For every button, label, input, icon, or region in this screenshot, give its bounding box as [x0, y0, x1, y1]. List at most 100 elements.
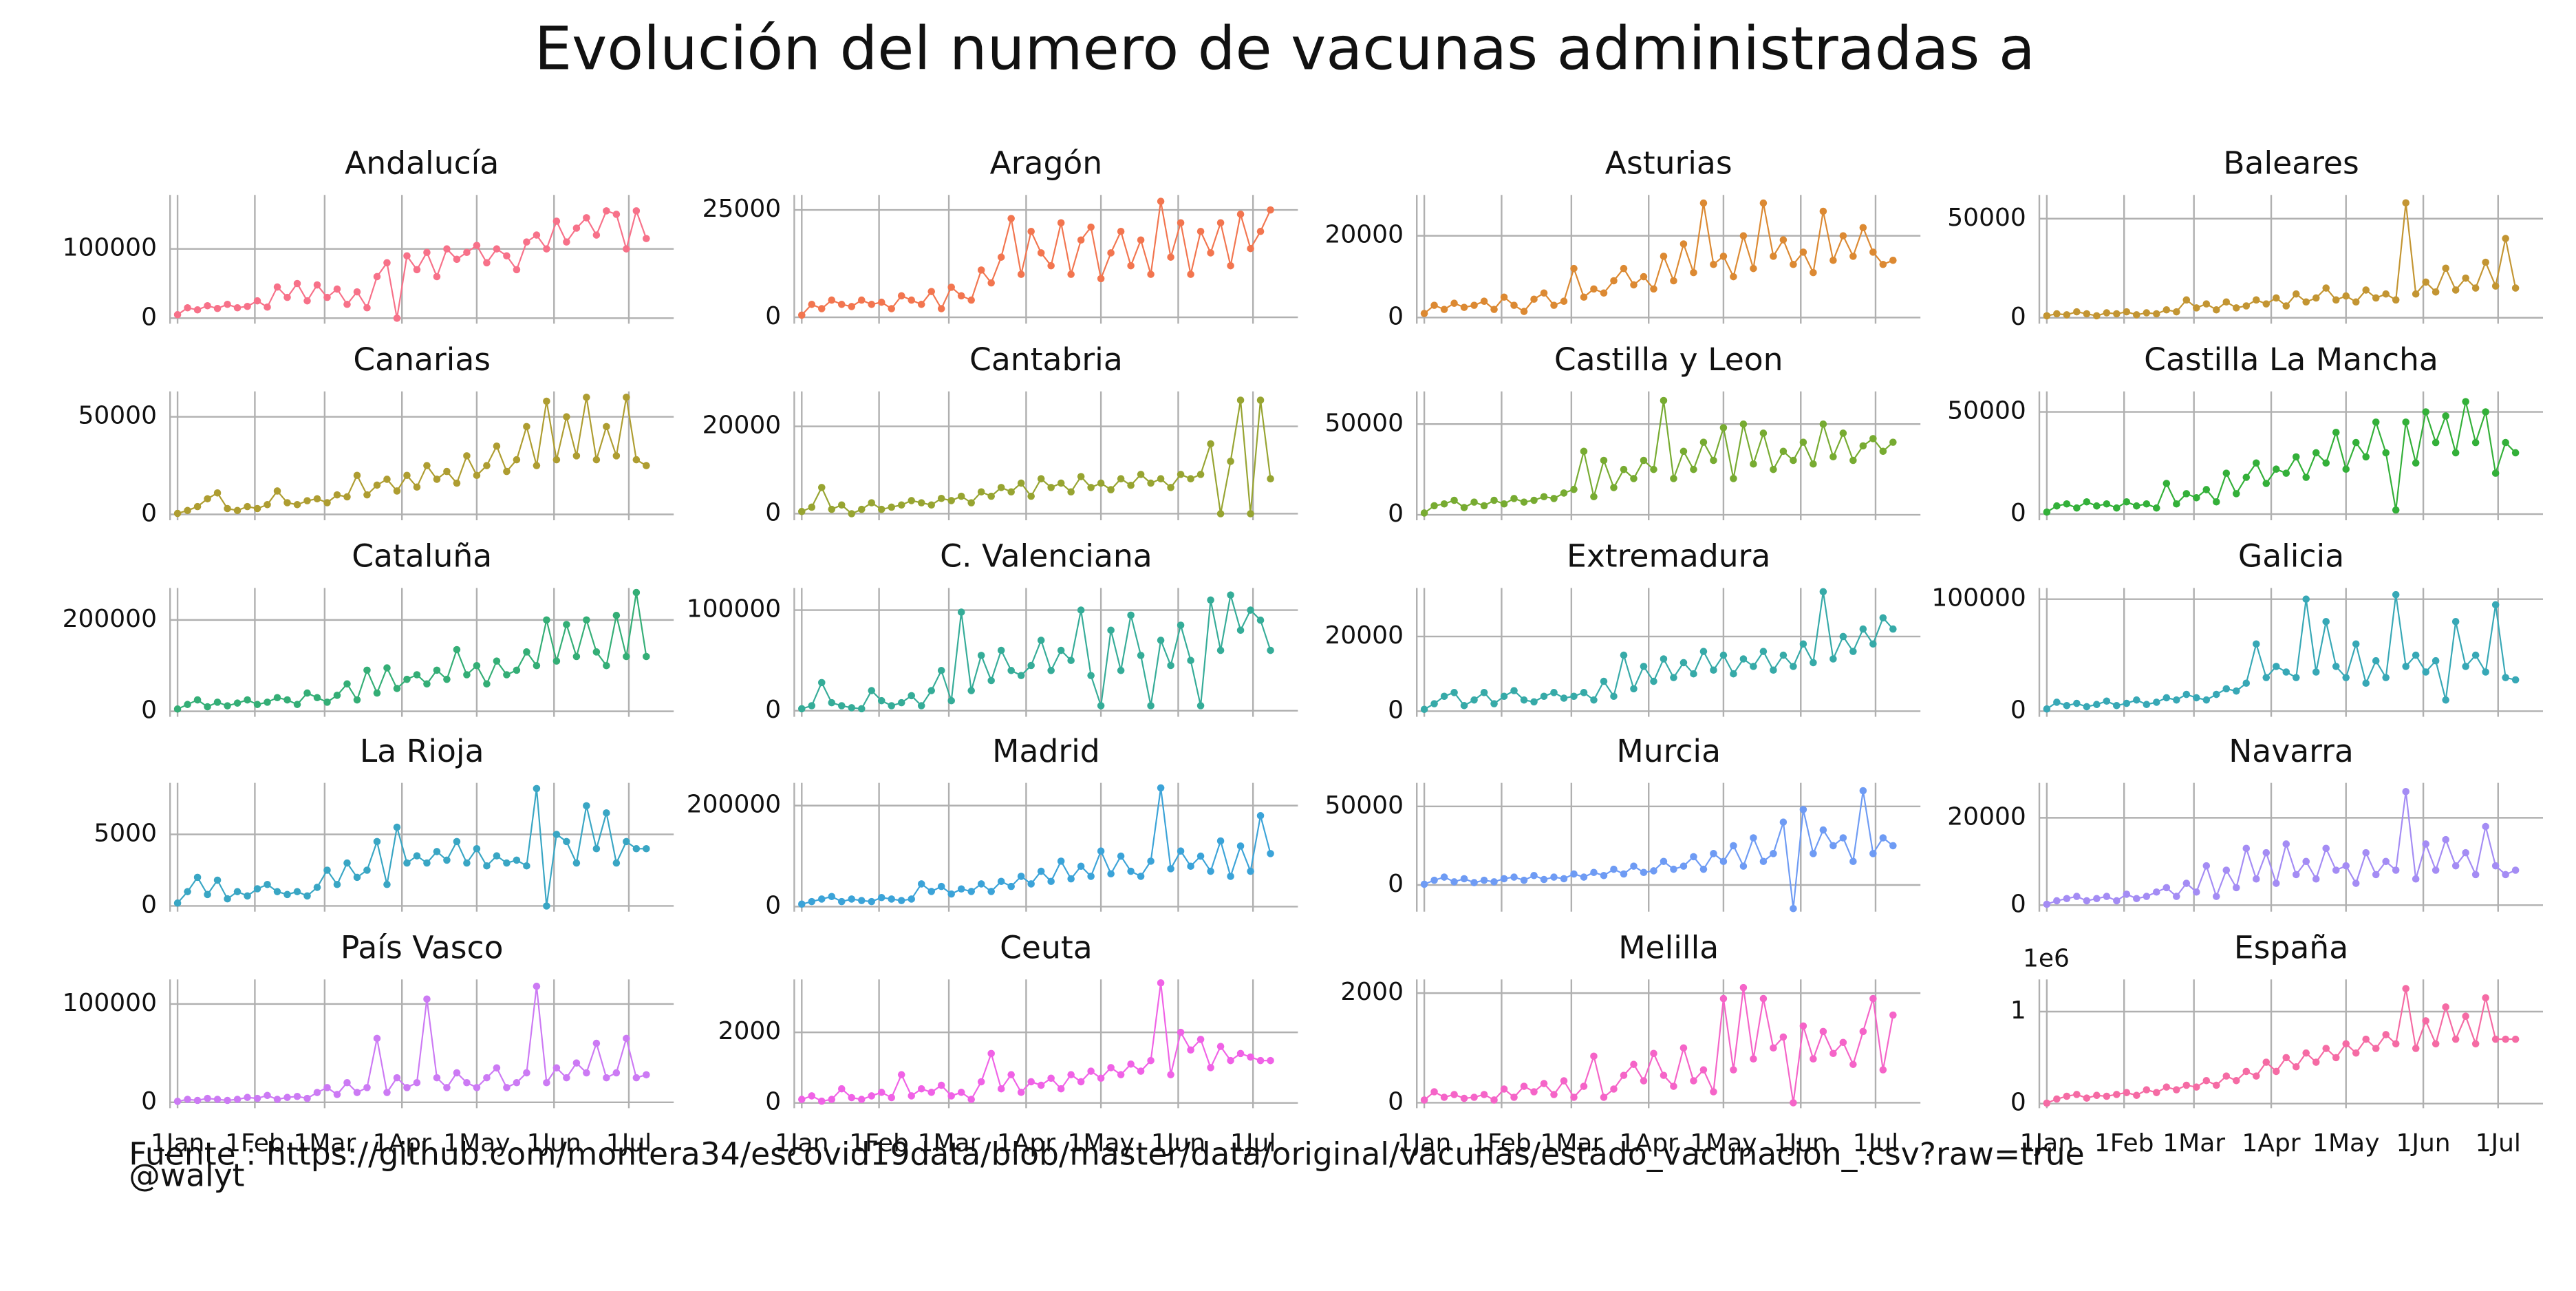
data-point: [1889, 257, 1897, 264]
x-tick-label: 1Jan: [1397, 1129, 1451, 1157]
data-point: [1810, 659, 1817, 667]
data-point: [1027, 880, 1035, 888]
data-point: [244, 1093, 251, 1101]
data-point: [1610, 692, 1618, 701]
data-point: [184, 888, 191, 895]
data-point: [2083, 897, 2091, 905]
series-line: [1424, 591, 1894, 710]
y-tick-label: 100000: [63, 989, 157, 1017]
x-tick-label: 1Feb: [1472, 1129, 1532, 1157]
data-point: [1147, 1056, 1155, 1065]
data-point: [1839, 429, 1847, 437]
data-point: [523, 648, 530, 656]
data-point: [2232, 1077, 2240, 1085]
data-point: [2442, 835, 2449, 844]
data-point: [2182, 879, 2191, 887]
data-point: [2422, 668, 2429, 676]
panel-title: Asturias: [1605, 145, 1732, 182]
data-point: [1730, 475, 1737, 482]
data-point: [2242, 302, 2251, 310]
y-tick-label: 50000: [1947, 397, 2026, 425]
data-point: [2103, 309, 2111, 317]
data-point: [503, 671, 511, 679]
data-point: [224, 895, 231, 903]
data-point: [453, 479, 461, 487]
data-point: [2222, 1072, 2231, 1080]
y-tick-label: 0: [2010, 499, 2026, 527]
data-point: [1077, 862, 1085, 871]
data-point: [2292, 453, 2300, 461]
panel: Cantabria 0 20000: [702, 341, 1298, 526]
panel: Baleares 0 50000: [1947, 145, 2543, 331]
data-point: [877, 298, 886, 306]
data-point: [1077, 606, 1085, 614]
panel: Castilla La Mancha 0 50000: [1947, 341, 2543, 527]
data-point: [2093, 502, 2101, 510]
data-point: [493, 1064, 501, 1072]
data-point: [1017, 270, 1025, 278]
data-point: [1790, 456, 1797, 465]
data-point: [1580, 293, 1588, 301]
data-point: [233, 888, 242, 895]
data-point: [1196, 1036, 1205, 1043]
data-point: [1460, 504, 1468, 511]
data-point: [2471, 438, 2480, 447]
data-point: [2143, 701, 2151, 708]
data-point: [2043, 900, 2051, 908]
data-point: [443, 467, 451, 476]
data-point: [1770, 1044, 1777, 1052]
data-point: [927, 288, 935, 295]
data-point: [453, 646, 461, 654]
data-point: [513, 266, 521, 274]
data-point: [2502, 1035, 2509, 1043]
data-point: [213, 876, 222, 884]
data-point: [987, 492, 995, 500]
data-point: [1799, 640, 1807, 648]
data-point: [1236, 396, 1245, 404]
data-point: [2043, 508, 2051, 516]
data-point: [828, 893, 836, 901]
data-point: [2103, 697, 2111, 705]
data-point: [2422, 840, 2429, 848]
data-point: [1819, 588, 1827, 596]
data-point: [947, 497, 955, 504]
data-point: [1779, 447, 1788, 456]
data-point: [1730, 670, 1737, 678]
data-point: [2182, 1081, 2191, 1089]
data-point: [373, 837, 381, 846]
data-point: [253, 885, 261, 893]
data-point: [2213, 690, 2220, 698]
panel-title: Navarra: [2229, 733, 2354, 769]
data-point: [453, 255, 461, 264]
data-point: [2491, 862, 2500, 870]
data-point: [1207, 1064, 1214, 1071]
data-point: [193, 696, 202, 704]
data-point: [513, 666, 521, 674]
data-point: [413, 1078, 421, 1087]
data-point: [1440, 1093, 1448, 1101]
data-point: [967, 296, 975, 304]
caption: Fuente : https://github.com/montera34/es…: [129, 1136, 2085, 1173]
data-point: [244, 502, 251, 511]
data-point: [1196, 471, 1205, 478]
data-point: [837, 1085, 846, 1093]
data-point: [1570, 870, 1578, 878]
data-point: [2182, 490, 2191, 498]
data-point: [1550, 873, 1558, 881]
data-point: [1580, 1082, 1588, 1090]
data-point: [2402, 418, 2409, 426]
data-point: [817, 895, 826, 903]
data-point: [2502, 438, 2509, 447]
data-point: [2372, 418, 2380, 426]
data-point: [533, 661, 541, 670]
data-point: [2372, 1045, 2380, 1052]
data-point: [1520, 498, 1528, 506]
data-point: [1177, 621, 1185, 629]
data-point: [1550, 1091, 1558, 1098]
data-point: [997, 1085, 1005, 1093]
data-point: [1790, 904, 1797, 913]
data-point: [1610, 1085, 1618, 1093]
data-point: [1500, 1085, 1508, 1093]
data-point: [1017, 1089, 1025, 1096]
